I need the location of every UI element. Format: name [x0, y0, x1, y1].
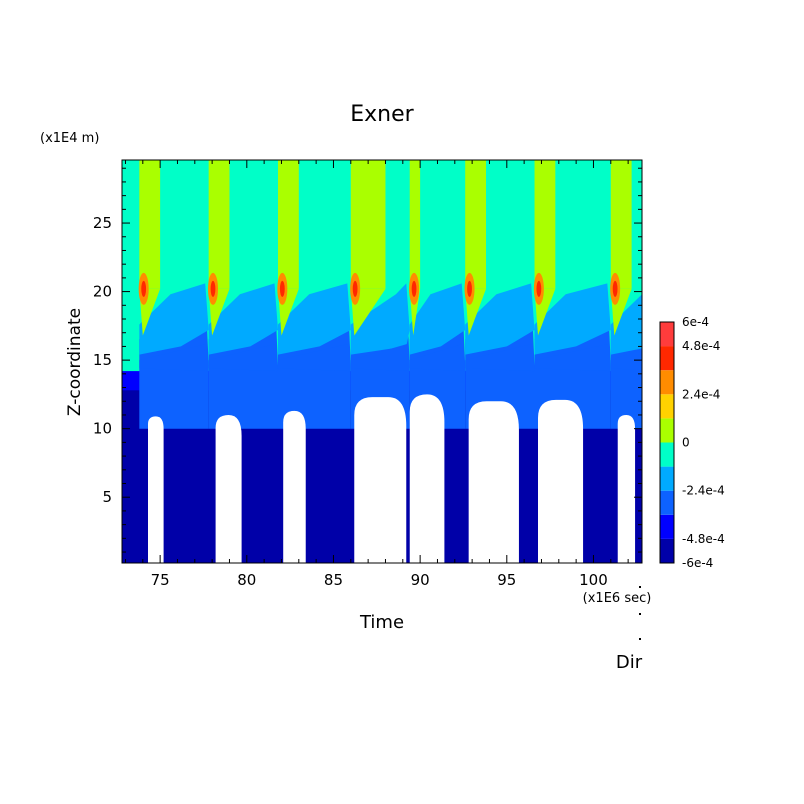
high-column	[350, 160, 386, 289]
high-column	[534, 160, 556, 289]
colorbar-segment	[660, 418, 674, 443]
red-core	[352, 280, 358, 297]
high-column	[465, 160, 486, 289]
colorbar-segment	[660, 370, 674, 395]
empty-core	[354, 397, 407, 563]
mid-crest-segment	[139, 343, 209, 372]
red-core	[612, 280, 618, 297]
high-column	[610, 160, 632, 289]
colorbar-ticks: 6e-4 4.8e-4 2.4e-4 0 -2.4e-4 -4.8e-4 -6e-4	[682, 315, 725, 570]
dir-marker-dot	[639, 613, 641, 615]
colorbar-segment	[660, 394, 674, 419]
empty-core	[538, 399, 584, 563]
high-column	[208, 160, 230, 289]
x-tick-label: 90	[411, 571, 430, 589]
dir-markers	[639, 586, 641, 640]
mid-crest-segment	[465, 343, 535, 372]
colorbar-tick-label: 0	[682, 436, 690, 450]
empty-core	[617, 414, 636, 563]
light-band-segment	[465, 283, 535, 355]
chart-title: Exner	[350, 102, 414, 127]
mid-crest-segment	[409, 343, 466, 372]
colorbar-tick-label: -4.8e-4	[682, 532, 725, 546]
x-tick-label: 95	[497, 571, 516, 589]
mid-crest-segment	[534, 343, 611, 372]
colorbar-tick-label: 4.8e-4	[682, 339, 720, 353]
light-band-segment	[534, 283, 611, 355]
mid-crest-segment	[278, 343, 351, 372]
high-wedge	[350, 288, 386, 336]
mid-crest-segment	[610, 349, 642, 371]
x-tick-label: 100	[579, 571, 608, 589]
colorbar-segment	[660, 322, 674, 347]
red-core	[411, 280, 417, 297]
x-tick-label: 85	[324, 571, 343, 589]
dir-label: Dir	[616, 652, 643, 673]
colorbar-segment	[660, 346, 674, 371]
light-band-segment	[139, 283, 209, 355]
colorbar-segment	[660, 514, 674, 539]
light-band-segment	[208, 283, 278, 355]
empty-core	[283, 410, 306, 563]
mid-crest-segment	[208, 343, 278, 372]
y-tick-label: 20	[93, 283, 112, 301]
colorbar-segment	[660, 490, 674, 515]
y-axis-label: Z-coordinate	[65, 308, 85, 416]
contour-field	[122, 160, 642, 563]
dir-marker-dot	[639, 586, 641, 588]
mid-crest-segment	[350, 343, 410, 372]
red-core	[141, 280, 147, 297]
red-core	[536, 280, 542, 297]
y-axis: 5 10 15 20 25	[93, 167, 642, 553]
high-column	[139, 160, 161, 289]
red-core	[467, 280, 472, 297]
colorbar-segment	[660, 442, 674, 467]
y-tick-label: 5	[102, 488, 112, 506]
colorbar-segment	[660, 538, 674, 563]
x-axis: 75 80 85 90 95 100	[124, 160, 629, 589]
y-unit-label: (x1E4 m)	[40, 131, 99, 146]
light-band-segment	[350, 283, 410, 355]
plot-frame	[121, 159, 643, 564]
light-band-segment	[409, 283, 466, 355]
red-core	[279, 280, 285, 297]
light-band-segment	[610, 294, 642, 355]
x-tick-label: 80	[237, 571, 256, 589]
colorbar-tick-label: -2.4e-4	[682, 484, 725, 498]
x-unit-label: (x1E6 sec)	[583, 591, 652, 606]
empty-core	[215, 414, 242, 563]
colorbar-tick-label: 2.4e-4	[682, 387, 720, 401]
red-core	[210, 280, 216, 297]
y-tick-label: 25	[93, 214, 112, 232]
x-axis-label: Time	[359, 612, 404, 633]
colorbar-segment	[660, 466, 674, 491]
empty-core	[468, 401, 519, 563]
colorbar-frame	[659, 321, 675, 564]
dir-marker-dot	[639, 638, 641, 640]
colorbar-tick-label: 6e-4	[682, 315, 709, 329]
y-tick-label: 15	[93, 351, 112, 369]
empty-core	[409, 394, 445, 563]
high-column	[278, 160, 299, 289]
empty-core	[148, 416, 164, 563]
high-column	[409, 160, 421, 289]
colorbar-tick-label: -6e-4	[682, 556, 713, 570]
x-tick-label: 75	[151, 571, 170, 589]
light-band-segment	[278, 283, 351, 355]
colorbar	[659, 321, 675, 564]
y-tick-label: 10	[93, 420, 112, 438]
